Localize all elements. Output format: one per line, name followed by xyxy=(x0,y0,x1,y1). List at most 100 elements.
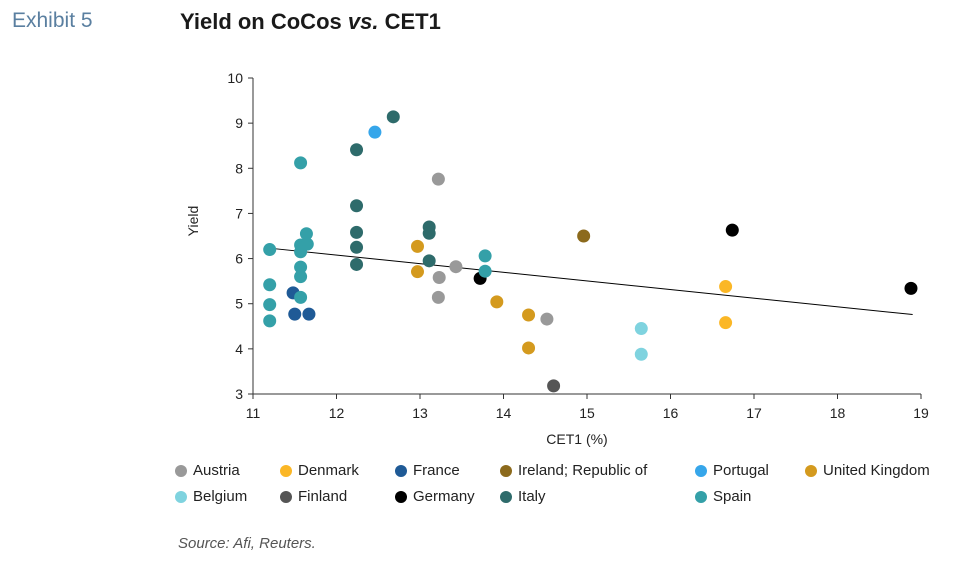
data-point xyxy=(449,260,463,274)
x-tick-label: 13 xyxy=(412,405,428,421)
data-point xyxy=(350,199,364,213)
legend-marker-icon xyxy=(395,464,407,477)
y-tick-label: 3 xyxy=(235,386,243,402)
y-tick-label: 4 xyxy=(235,341,243,357)
x-tick-label: 19 xyxy=(913,405,929,421)
data-point xyxy=(294,156,308,170)
data-point xyxy=(522,308,536,322)
x-tick-label: 16 xyxy=(663,405,679,421)
legend-label: France xyxy=(413,462,460,479)
legend-label: United Kingdom xyxy=(823,462,930,479)
legend-item: Denmark xyxy=(280,462,359,479)
data-point xyxy=(634,347,648,361)
data-point xyxy=(294,245,308,259)
data-point xyxy=(410,265,424,279)
y-tick-label: 8 xyxy=(235,160,243,176)
data-point xyxy=(350,257,364,271)
title-tail: CET1 xyxy=(378,9,441,34)
legend-label: Denmark xyxy=(298,462,359,479)
x-axis-label: CET1 (%) xyxy=(546,431,607,447)
data-point xyxy=(288,307,302,321)
legend-item: Italy xyxy=(500,488,546,505)
data-point xyxy=(294,260,308,274)
data-point xyxy=(478,249,492,263)
y-axis-label: Yield xyxy=(185,206,201,237)
x-tick-label: 14 xyxy=(496,405,512,421)
y-tick-label: 9 xyxy=(235,115,243,131)
legend-marker-icon xyxy=(695,464,707,477)
x-tick-label: 15 xyxy=(579,405,595,421)
trendline xyxy=(269,247,913,316)
legend-label: Ireland; Republic of xyxy=(518,462,648,479)
legend-item: Spain xyxy=(695,488,751,505)
legend-marker-icon xyxy=(500,490,512,503)
data-point xyxy=(410,239,424,253)
x-tick-label: 17 xyxy=(746,405,762,421)
data-point xyxy=(263,243,277,257)
legend-item: Austria xyxy=(175,462,240,479)
data-point xyxy=(478,264,492,278)
data-point xyxy=(263,314,277,328)
data-point xyxy=(725,223,739,237)
data-point xyxy=(350,225,364,239)
data-point xyxy=(431,290,445,304)
data-point xyxy=(719,280,733,294)
x-tick-label: 12 xyxy=(329,405,345,421)
legend-marker-icon xyxy=(280,464,292,477)
scatter-chart: 3 4 5 6 7 8 9 10 11 12 13 14 15 16 17 18 19 CET1 (%) Yield xyxy=(185,70,929,447)
y-tick-label: 6 xyxy=(235,251,243,267)
data-point xyxy=(350,240,364,254)
legend-marker-icon xyxy=(175,464,187,477)
legend-item: Finland xyxy=(280,488,347,505)
y-tick-label: 7 xyxy=(235,205,243,221)
data-point xyxy=(904,281,918,295)
legend-label: Finland xyxy=(298,488,348,505)
legend-item: United Kingdom xyxy=(805,462,930,479)
data-point xyxy=(422,254,436,268)
exhibit-label: Exhibit 5 xyxy=(12,9,93,32)
data-point xyxy=(490,295,504,309)
title-vs: vs. xyxy=(347,9,379,34)
legend-label: Belgium xyxy=(193,488,248,505)
data-point xyxy=(522,341,536,355)
axes: 3 4 5 6 7 8 9 10 11 12 13 14 15 16 17 18 19 CET1 (%) Yield xyxy=(185,70,929,447)
legend-marker-icon xyxy=(500,464,512,477)
data-point xyxy=(577,229,591,243)
legend-label: Italy xyxy=(518,488,546,505)
legend-label: Spain xyxy=(713,488,752,505)
title-main: Yield on CoCos xyxy=(180,9,348,34)
legend-item: Ireland; Republic of xyxy=(500,462,647,479)
data-point xyxy=(719,316,733,330)
legend-label: Portugal xyxy=(713,462,769,479)
data-point xyxy=(432,271,446,285)
legend-item: Belgium xyxy=(175,488,247,505)
data-point xyxy=(299,227,313,241)
y-tick-label: 5 xyxy=(235,296,243,312)
chart-title: Yield on CoCos vs. CET1 xyxy=(180,9,441,35)
source-note: Source: Afi, Reuters. xyxy=(178,535,316,552)
legend-label: Austria xyxy=(193,462,240,479)
legend-item: France xyxy=(395,462,460,479)
data-point xyxy=(422,226,436,240)
data-point xyxy=(263,278,277,292)
data-point xyxy=(547,379,561,393)
trendline-group xyxy=(269,247,913,316)
data-points xyxy=(263,110,918,393)
legend-label: Germany xyxy=(413,488,475,505)
x-tick-label: 11 xyxy=(246,405,261,421)
legend-marker-icon xyxy=(805,464,817,477)
x-tick-label: 18 xyxy=(830,405,846,421)
data-point xyxy=(263,298,277,312)
data-point xyxy=(540,312,554,326)
legend-item: Germany xyxy=(395,488,475,505)
legend-marker-icon xyxy=(175,490,187,503)
data-point xyxy=(302,307,316,321)
data-point xyxy=(368,125,382,139)
data-point xyxy=(386,110,400,124)
y-tick-label: 10 xyxy=(227,70,243,86)
data-point xyxy=(294,290,308,304)
data-point xyxy=(634,322,648,336)
data-point xyxy=(294,270,308,284)
legend-marker-icon xyxy=(695,490,707,503)
data-point xyxy=(350,143,364,157)
